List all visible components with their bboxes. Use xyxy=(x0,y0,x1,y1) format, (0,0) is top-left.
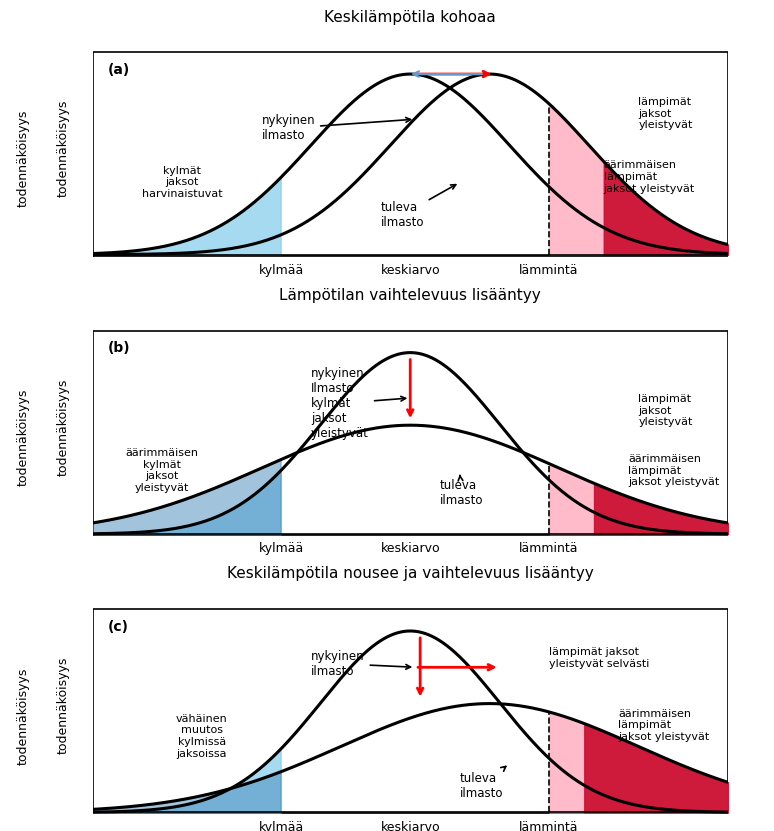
Text: äärimmäisen
lämpimät
jaksot yleistyvät: äärimmäisen lämpimät jaksot yleistyvät xyxy=(618,709,710,742)
Text: kylmää: kylmää xyxy=(259,821,304,831)
Text: (b): (b) xyxy=(108,342,130,356)
Text: kylmää: kylmää xyxy=(259,543,304,555)
Text: tuleva
ilmasto: tuleva ilmasto xyxy=(460,766,505,800)
Text: (a): (a) xyxy=(108,63,130,76)
Text: äärimmäisen
kylmät
jaksot
yleistyvät: äärimmäisen kylmät jaksot yleistyvät xyxy=(126,448,199,493)
Text: keskiarvo: keskiarvo xyxy=(380,543,440,555)
Text: keskiarvo: keskiarvo xyxy=(380,263,440,277)
Text: Keskilämpötila nousee ja vaihtelevuus lisääntyy: Keskilämpötila nousee ja vaihtelevuus li… xyxy=(227,566,594,581)
Text: todennäköisyys: todennäköisyys xyxy=(17,667,30,765)
Text: nykyinen
ilmasto: nykyinen ilmasto xyxy=(262,114,410,142)
Text: kylmää: kylmää xyxy=(259,263,304,277)
Text: todennäköisyys: todennäköisyys xyxy=(17,110,30,208)
Text: lämmintä: lämmintä xyxy=(519,263,579,277)
Text: äärimmäisen
lämpimät
jaksot yleistyvät: äärimmäisen lämpimät jaksot yleistyvät xyxy=(604,160,695,194)
Text: todennäköisyys: todennäköisyys xyxy=(17,389,30,486)
Text: äärimmäisen
lämpimät
jaksot yleistyvät: äärimmäisen lämpimät jaksot yleistyvät xyxy=(628,454,720,487)
Text: lämpimät
jaksot
yleistyvät: lämpimät jaksot yleistyvät xyxy=(639,394,693,427)
Text: lämpimät
jaksot
yleistyvät: lämpimät jaksot yleistyvät xyxy=(639,97,693,130)
Text: kylmät
jaksot
harvinaistuvat: kylmät jaksot harvinaistuvat xyxy=(142,165,222,199)
Text: todennäköisyys: todennäköisyys xyxy=(57,100,70,197)
Text: (c): (c) xyxy=(108,620,128,634)
Text: tuleva
ilmasto: tuleva ilmasto xyxy=(440,475,484,507)
Text: keskiarvo: keskiarvo xyxy=(380,821,440,831)
Text: vähäinen
muutos
kylmissä
jaksoissa: vähäinen muutos kylmissä jaksoissa xyxy=(176,714,228,759)
Text: Lämpötilan vaihtelevuus lisääntyy: Lämpötilan vaihtelevuus lisääntyy xyxy=(279,288,541,302)
Text: nykyinen
Ilmasto
kylmät
jaksot
yleistyvät: nykyinen Ilmasto kylmät jaksot yleistyvä… xyxy=(311,367,406,440)
Text: nykyinen
ilmasto: nykyinen ilmasto xyxy=(311,650,410,677)
Text: todennäköisyys: todennäköisyys xyxy=(57,656,70,754)
Text: lämmintä: lämmintä xyxy=(519,821,579,831)
Text: Keskilämpötila kohoaa: Keskilämpötila kohoaa xyxy=(324,9,496,24)
Text: lämmintä: lämmintä xyxy=(519,543,579,555)
Text: todennäköisyys: todennäköisyys xyxy=(57,378,70,475)
Text: tuleva
ilmasto: tuleva ilmasto xyxy=(381,184,456,229)
Text: lämpimät jaksot
yleistyvät selvästi: lämpimät jaksot yleistyvät selvästi xyxy=(549,647,649,669)
